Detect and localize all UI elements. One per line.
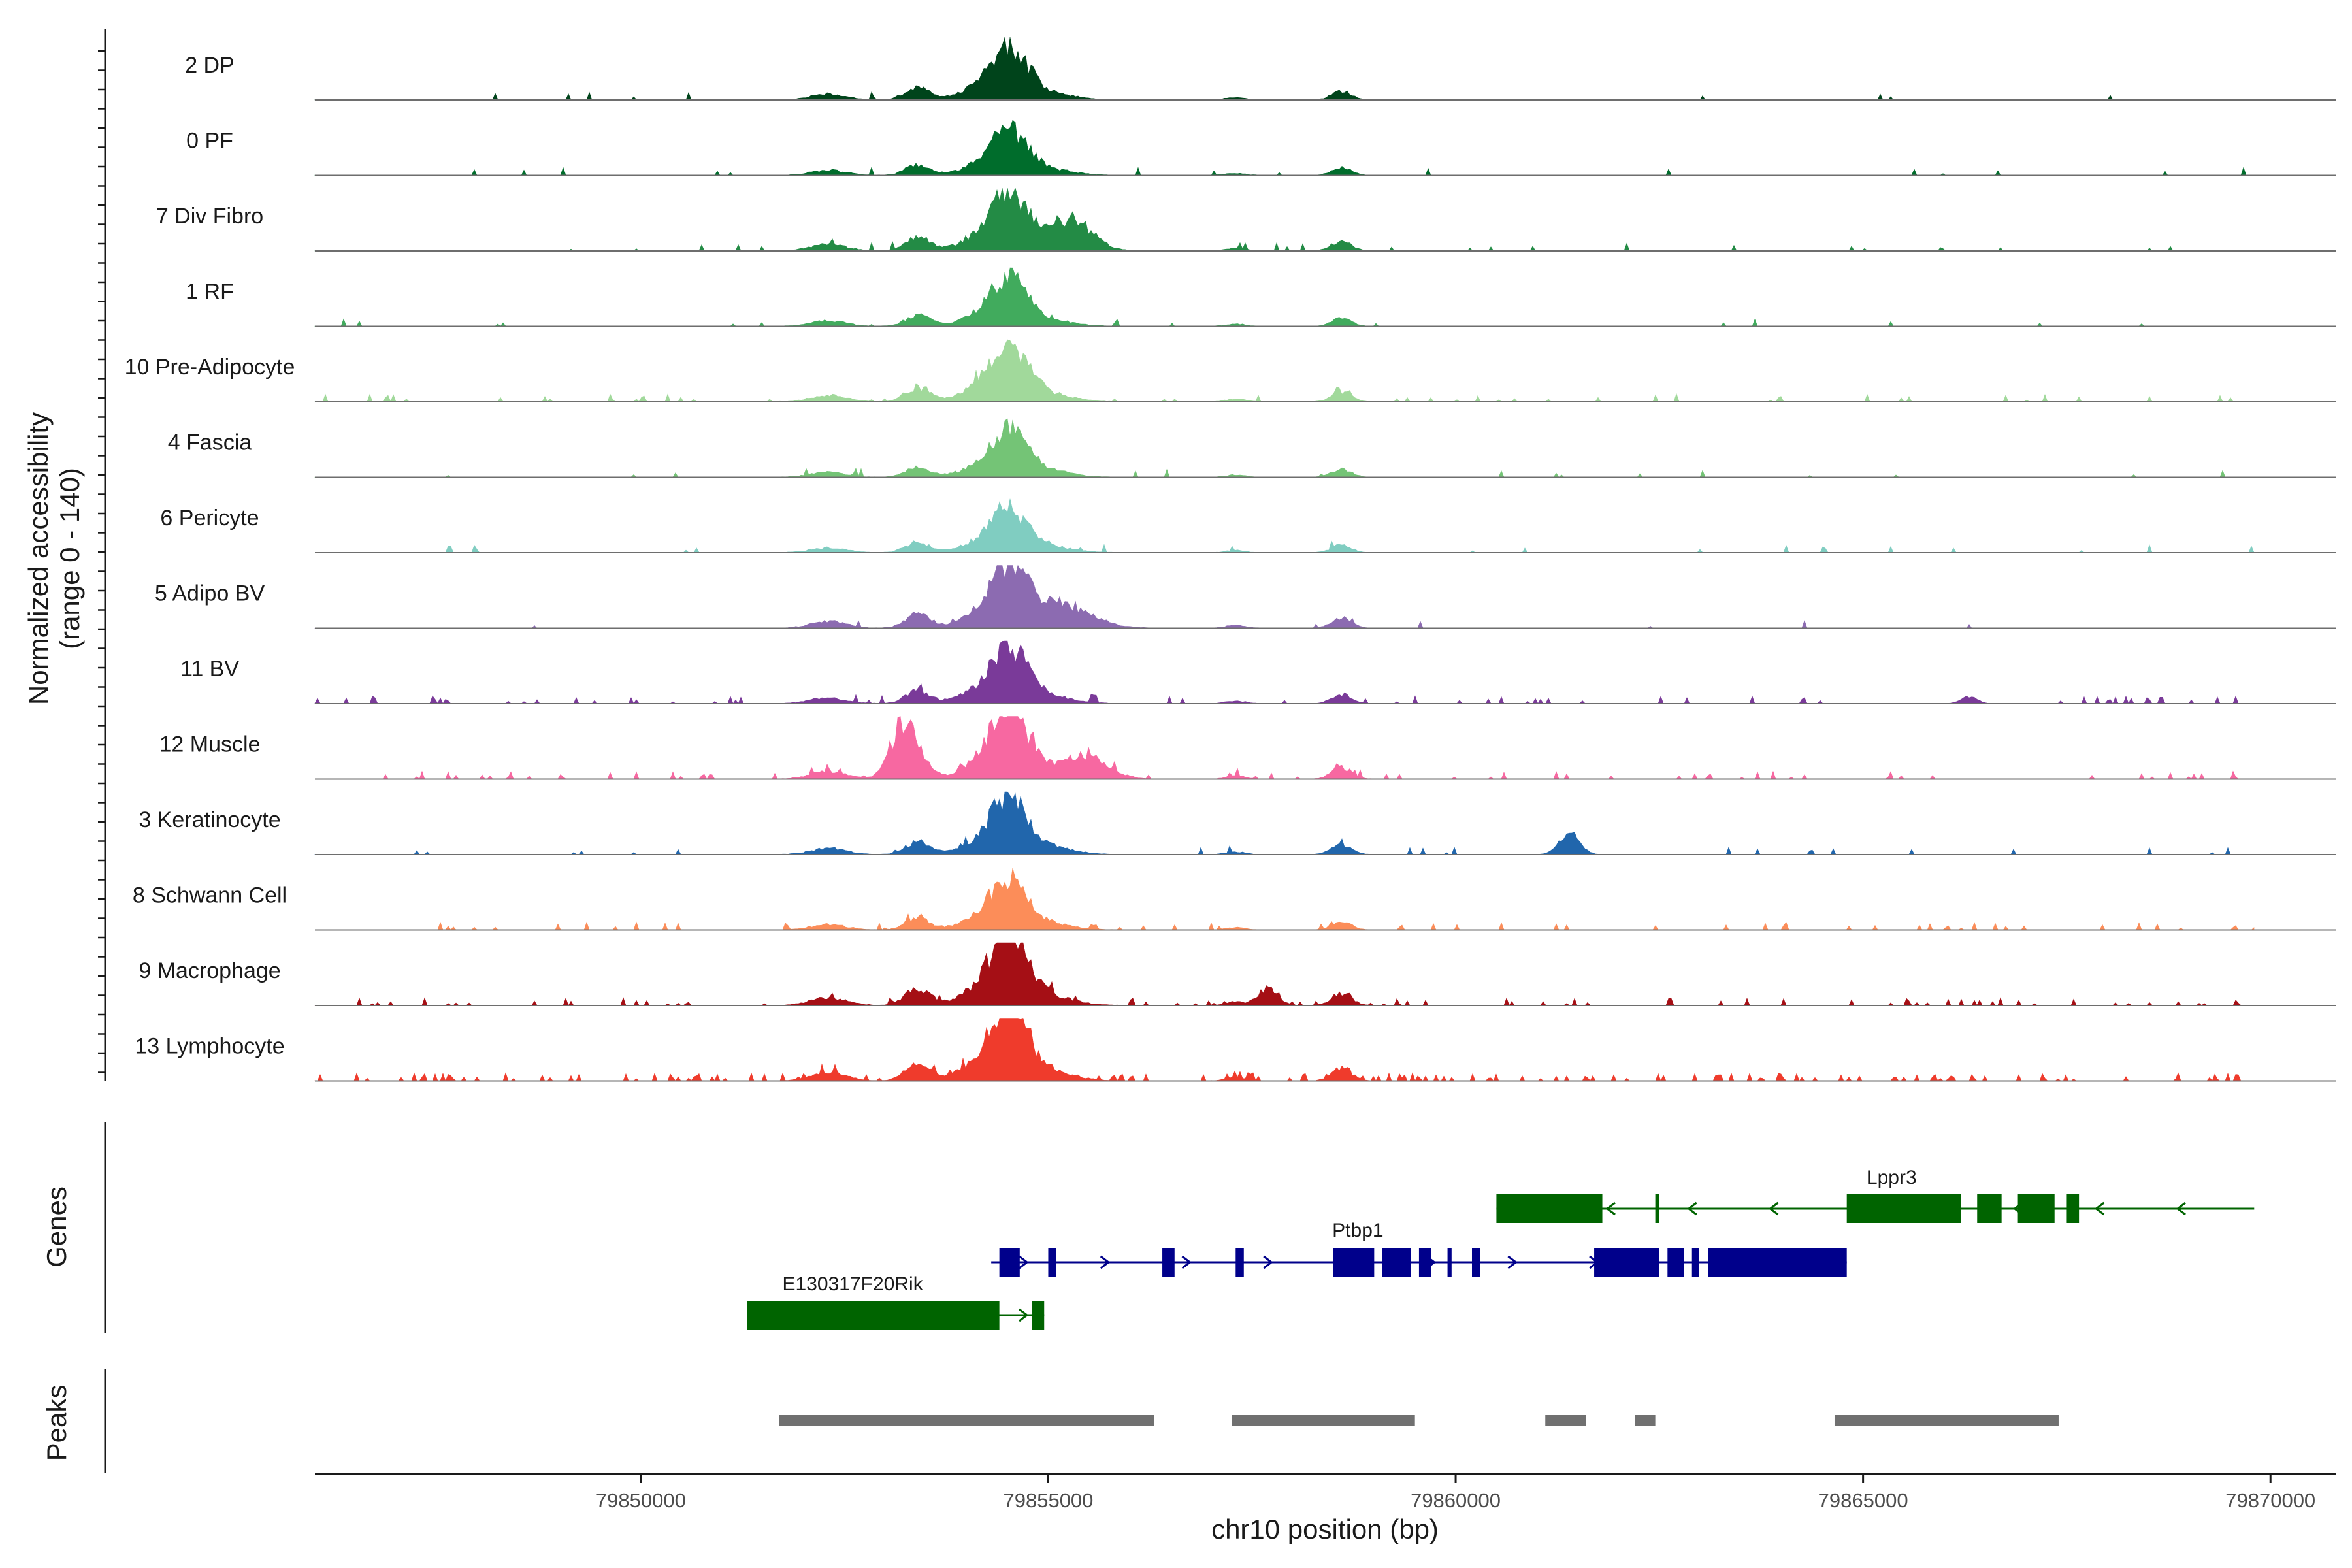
track-label: 1 RF bbox=[186, 280, 234, 304]
coverage-track: 6 Pericyte bbox=[160, 498, 2336, 553]
coverage-track: 12 Muscle bbox=[159, 716, 2336, 780]
coverage-track: 0 PF bbox=[186, 120, 2336, 176]
track-label: 12 Muscle bbox=[159, 732, 261, 757]
strand-arrow bbox=[1019, 1308, 1029, 1322]
gene-exon bbox=[1235, 1248, 1244, 1277]
gene: E130317F20Rik bbox=[747, 1273, 1045, 1330]
coverage-y-ticks bbox=[98, 50, 105, 1073]
gene-exon bbox=[1447, 1248, 1452, 1277]
x-axis-title: chr10 position (bp) bbox=[1211, 1514, 1439, 1544]
gene-exon bbox=[1977, 1194, 2002, 1223]
strand-arrow bbox=[1768, 1201, 1779, 1216]
peak-region bbox=[1834, 1415, 2059, 1426]
y-axis-title-line1: Normalized accessibility bbox=[23, 412, 54, 705]
coverage-track: 9 Macrophage bbox=[139, 942, 2336, 1006]
coverage-track: 1 RF bbox=[186, 267, 2336, 327]
x-tick-label: 79855000 bbox=[1003, 1489, 1093, 1512]
track-label: 10 Pre-Adipocyte bbox=[125, 355, 295, 380]
coverage-track: 11 BV bbox=[180, 640, 2336, 704]
strand-arrow bbox=[1605, 1201, 1616, 1216]
peak-region bbox=[1545, 1415, 1586, 1426]
gene-label: Lppr3 bbox=[1867, 1167, 1917, 1188]
gene-exon bbox=[1471, 1248, 1480, 1277]
strand-arrow bbox=[1100, 1255, 1111, 1269]
gene-exon bbox=[999, 1248, 1020, 1277]
gene-exon bbox=[2017, 1194, 2055, 1223]
gene-exon bbox=[1667, 1248, 1684, 1277]
track-label: 6 Pericyte bbox=[160, 506, 259, 531]
x-tick-label: 79860000 bbox=[1411, 1489, 1501, 1512]
gene-track: Lppr3 Ptbp1 E130317F20Rik bbox=[747, 1167, 2255, 1330]
track-label: 11 BV bbox=[180, 657, 239, 681]
track-label: 3 Keratinocyte bbox=[139, 808, 280, 832]
gene-exon bbox=[1655, 1194, 1659, 1223]
track-label: 2 DP bbox=[185, 53, 235, 78]
track-label: 0 PF bbox=[186, 129, 233, 154]
gene: Lppr3 bbox=[1496, 1167, 2255, 1223]
peak-track bbox=[779, 1415, 2059, 1426]
coverage-track: 2 DP bbox=[185, 37, 2336, 101]
gene-exon bbox=[1496, 1194, 1603, 1223]
coverage-track: 3 Keratinocyte bbox=[139, 791, 2336, 855]
coverage-track: 4 Fascia bbox=[168, 418, 2336, 478]
peak-region bbox=[1232, 1415, 1415, 1426]
strand-arrow bbox=[2176, 1201, 2186, 1216]
gene-exon bbox=[1594, 1248, 1659, 1277]
gene-label: E130317F20Rik bbox=[783, 1273, 924, 1295]
gene-exon bbox=[1048, 1248, 1056, 1277]
y-axis-title-line2: (range 0 - 140) bbox=[54, 468, 85, 649]
track-label: 7 Div Fibro bbox=[156, 204, 263, 229]
strand-arrow bbox=[1181, 1255, 1192, 1269]
strand-arrow bbox=[1507, 1255, 1518, 1269]
gene-exon bbox=[1418, 1248, 1431, 1277]
gene-exon bbox=[1162, 1248, 1175, 1277]
gene-exon bbox=[1032, 1301, 1045, 1330]
gene: Ptbp1 bbox=[991, 1220, 1847, 1277]
track-label: 5 Adipo BV bbox=[155, 581, 265, 606]
gene-exon bbox=[1691, 1248, 1699, 1277]
track-label: 13 Lymphocyte bbox=[135, 1034, 284, 1059]
peaks-panel-label: Peaks bbox=[41, 1385, 72, 1462]
strand-arrow bbox=[1687, 1201, 1697, 1216]
strand-arrow bbox=[2094, 1201, 2105, 1216]
peak-region bbox=[1635, 1415, 1656, 1426]
track-label: 9 Macrophage bbox=[139, 958, 280, 983]
coverage-track: 13 Lymphocyte bbox=[135, 1018, 2336, 1082]
y-axis-title: Normalized accessibility (range 0 - 140) bbox=[23, 412, 85, 705]
genes-panel-label: Genes bbox=[41, 1186, 72, 1267]
gene-exon bbox=[1382, 1248, 1411, 1277]
gene-exon bbox=[1846, 1194, 1961, 1223]
strand-arrow bbox=[1019, 1255, 1029, 1269]
strand-arrow bbox=[1263, 1255, 1273, 1269]
gene-exon bbox=[2066, 1194, 2080, 1223]
track-label: 8 Schwann Cell bbox=[133, 883, 287, 908]
coverage-track: 7 Div Fibro bbox=[156, 188, 2336, 252]
coverage-track: 10 Pre-Adipocyte bbox=[125, 339, 2336, 402]
x-tick-label: 79870000 bbox=[2225, 1489, 2315, 1512]
coverage-tracks: 2 DP 0 PF 7 Div Fibro 1 RF 10 Pre-Adipocyte 4… bbox=[125, 37, 2336, 1082]
gene-exon bbox=[1333, 1248, 1375, 1277]
coverage-track: 8 Schwann Cell bbox=[133, 868, 2336, 931]
x-tick-label: 79850000 bbox=[596, 1489, 686, 1512]
x-axis-ticks: 79850000 79855000 79860000 79865000 79870000 bbox=[596, 1474, 2315, 1512]
coverage-track: 5 Adipo BV bbox=[155, 564, 2336, 629]
gene-exon bbox=[1708, 1248, 1847, 1277]
track-label: 4 Fascia bbox=[168, 431, 252, 455]
gene-label: Ptbp1 bbox=[1332, 1220, 1383, 1241]
x-tick-label: 79865000 bbox=[1818, 1489, 1908, 1512]
peak-region bbox=[779, 1415, 1154, 1426]
gene-exon bbox=[747, 1301, 1000, 1330]
